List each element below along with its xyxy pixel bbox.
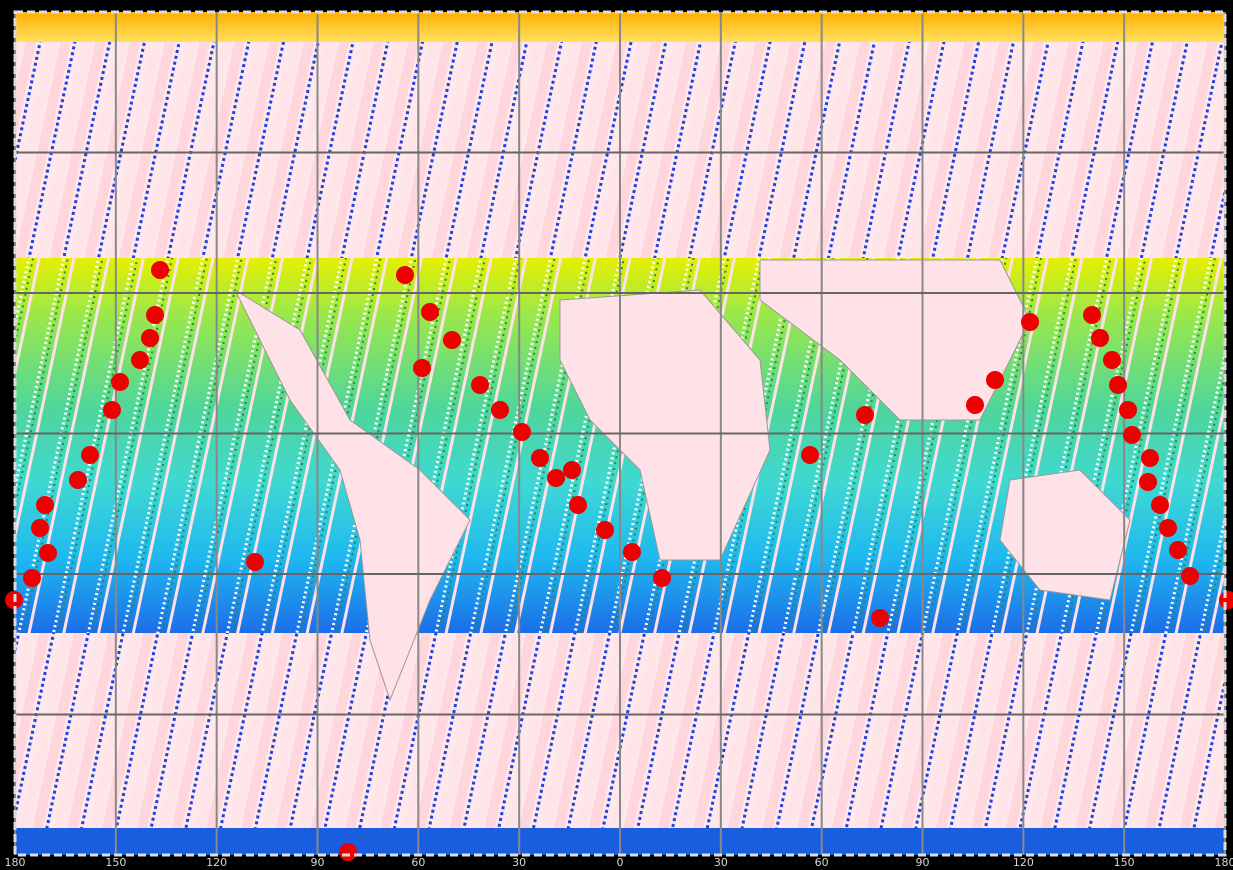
lon-label: 0 bbox=[617, 856, 624, 869]
lon-label: 30 bbox=[714, 856, 728, 869]
marker bbox=[1159, 519, 1177, 537]
lon-label: 180 bbox=[1215, 856, 1233, 869]
lon-label: 90 bbox=[916, 856, 930, 869]
marker bbox=[1119, 401, 1137, 419]
marker bbox=[1181, 567, 1199, 585]
marker bbox=[141, 329, 159, 347]
marker bbox=[871, 609, 889, 627]
lon-label: 90 bbox=[311, 856, 325, 869]
marker bbox=[563, 461, 581, 479]
lon-label: 150 bbox=[105, 856, 126, 869]
marker bbox=[111, 373, 129, 391]
marker bbox=[491, 401, 509, 419]
marker bbox=[1083, 306, 1101, 324]
marker bbox=[31, 519, 49, 537]
marker bbox=[1123, 426, 1141, 444]
lon-label: 150 bbox=[1114, 856, 1135, 869]
lon-label: 60 bbox=[815, 856, 829, 869]
marker bbox=[471, 376, 489, 394]
marker bbox=[81, 446, 99, 464]
marker bbox=[1169, 541, 1187, 559]
lon-label: 120 bbox=[206, 856, 227, 869]
marker bbox=[531, 449, 549, 467]
marker bbox=[146, 306, 164, 324]
lon-labels: 180 150 120 90 60 30 0 30 60 90 120 150 180 bbox=[5, 856, 1233, 869]
marker bbox=[396, 266, 414, 284]
marker bbox=[131, 351, 149, 369]
marker bbox=[413, 359, 431, 377]
marker bbox=[1109, 376, 1127, 394]
marker bbox=[69, 471, 87, 489]
lon-label: 60 bbox=[411, 856, 425, 869]
lon-label: 120 bbox=[1013, 856, 1034, 869]
marker bbox=[246, 553, 264, 571]
marker bbox=[1141, 449, 1159, 467]
marker bbox=[801, 446, 819, 464]
marker bbox=[966, 396, 984, 414]
marker bbox=[443, 331, 461, 349]
marker bbox=[1021, 313, 1039, 331]
marker bbox=[421, 303, 439, 321]
marker bbox=[596, 521, 614, 539]
marker bbox=[986, 371, 1004, 389]
marker bbox=[339, 843, 357, 861]
marker bbox=[151, 261, 169, 279]
marker bbox=[856, 406, 874, 424]
marker bbox=[23, 569, 41, 587]
marker bbox=[103, 401, 121, 419]
swath-map: 180 150 120 90 60 30 0 30 60 90 120 150 180 bbox=[0, 0, 1233, 870]
lon-label: 30 bbox=[512, 856, 526, 869]
marker bbox=[1091, 329, 1109, 347]
marker bbox=[1103, 351, 1121, 369]
marker bbox=[1139, 473, 1157, 491]
marker bbox=[36, 496, 54, 514]
lon-label: 180 bbox=[5, 856, 26, 869]
marker bbox=[547, 469, 565, 487]
map-area bbox=[5, 12, 1233, 861]
marker bbox=[653, 569, 671, 587]
page: 1801501209060300306090120150180 (() => {… bbox=[0, 0, 1233, 870]
marker bbox=[623, 543, 641, 561]
marker bbox=[513, 423, 531, 441]
marker bbox=[1151, 496, 1169, 514]
marker bbox=[39, 544, 57, 562]
marker bbox=[569, 496, 587, 514]
